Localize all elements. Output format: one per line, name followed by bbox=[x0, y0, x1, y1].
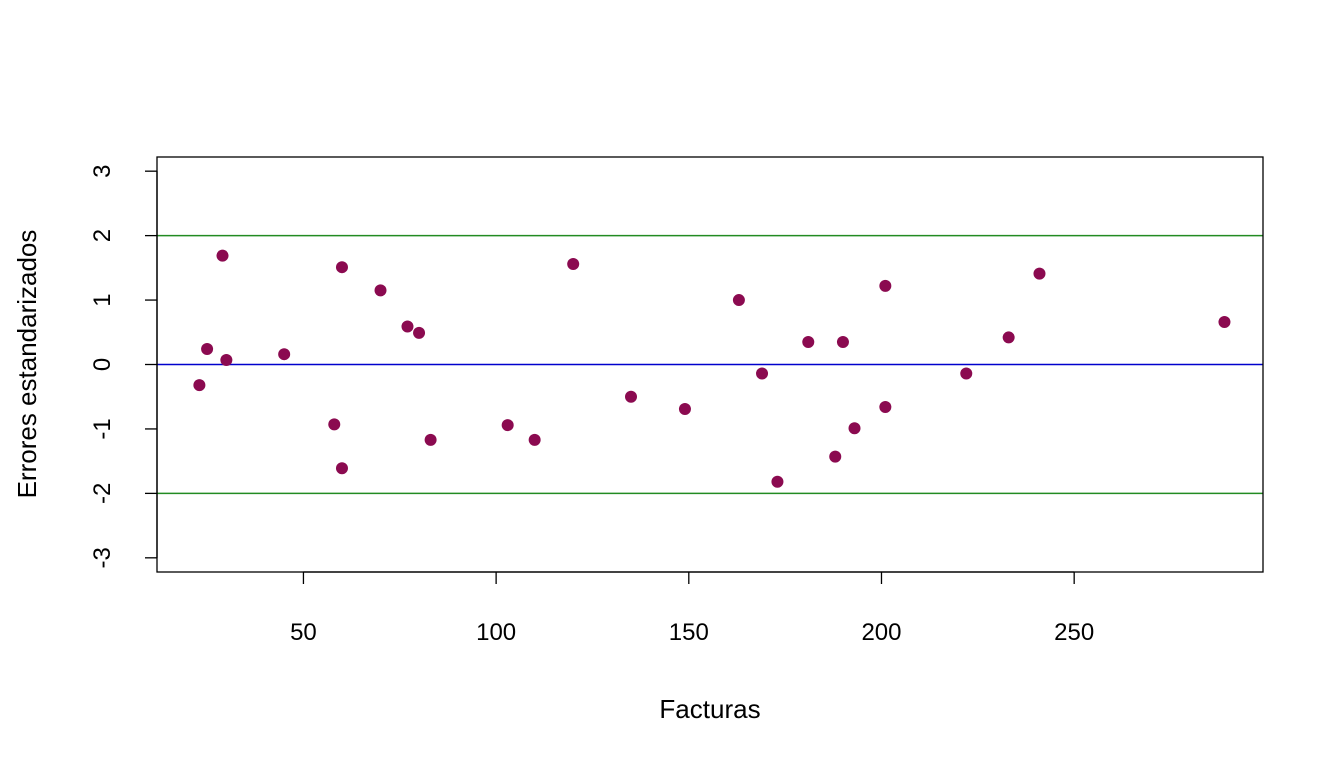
y-tick-label: 3 bbox=[89, 164, 116, 177]
x-axis: 50 100 150 200 250 bbox=[290, 571, 1094, 646]
y-tick-label: 2 bbox=[89, 229, 116, 242]
data-point bbox=[879, 279, 892, 292]
data-point bbox=[625, 390, 637, 403]
data-points bbox=[193, 249, 1231, 488]
data-point bbox=[802, 335, 815, 348]
data-point bbox=[879, 401, 892, 414]
y-tick-label: -3 bbox=[89, 547, 116, 568]
data-point bbox=[201, 343, 214, 356]
data-point bbox=[771, 475, 784, 488]
data-point bbox=[335, 261, 348, 274]
x-tick-label: 50 bbox=[290, 619, 317, 646]
data-point bbox=[1033, 267, 1046, 280]
data-point bbox=[1218, 315, 1231, 328]
data-point bbox=[335, 462, 348, 475]
data-point bbox=[567, 257, 580, 270]
x-tick-label: 100 bbox=[476, 619, 516, 646]
data-point bbox=[193, 379, 206, 392]
x-tick-label: 250 bbox=[1054, 619, 1094, 646]
data-point bbox=[732, 294, 745, 307]
data-point bbox=[424, 433, 437, 446]
y-tick-label: 0 bbox=[89, 358, 116, 371]
reference-lines bbox=[157, 234, 1263, 495]
data-point bbox=[501, 419, 514, 432]
data-point bbox=[216, 249, 229, 262]
data-point bbox=[528, 433, 541, 446]
data-point bbox=[328, 418, 341, 431]
y-tick-label: -2 bbox=[89, 483, 116, 504]
x-tick-label: 150 bbox=[669, 619, 709, 646]
x-axis-title: Facturas bbox=[659, 694, 760, 724]
data-point bbox=[413, 326, 426, 339]
y-axis: -3 -2 -1 0 1 2 3 bbox=[89, 164, 158, 568]
data-point bbox=[756, 367, 769, 380]
y-tick-label: 1 bbox=[89, 293, 116, 306]
data-point bbox=[401, 320, 414, 333]
data-point bbox=[374, 284, 387, 297]
data-point bbox=[960, 367, 973, 380]
data-point bbox=[278, 348, 291, 361]
data-point bbox=[220, 353, 233, 366]
data-point bbox=[836, 335, 849, 348]
data-point bbox=[1002, 331, 1015, 344]
data-point bbox=[829, 450, 842, 463]
y-tick-label: -1 bbox=[89, 418, 116, 439]
x-tick-label: 200 bbox=[861, 619, 901, 646]
data-point bbox=[848, 422, 861, 435]
y-axis-title: Errores estandarizados bbox=[12, 230, 42, 499]
data-point bbox=[678, 402, 691, 415]
